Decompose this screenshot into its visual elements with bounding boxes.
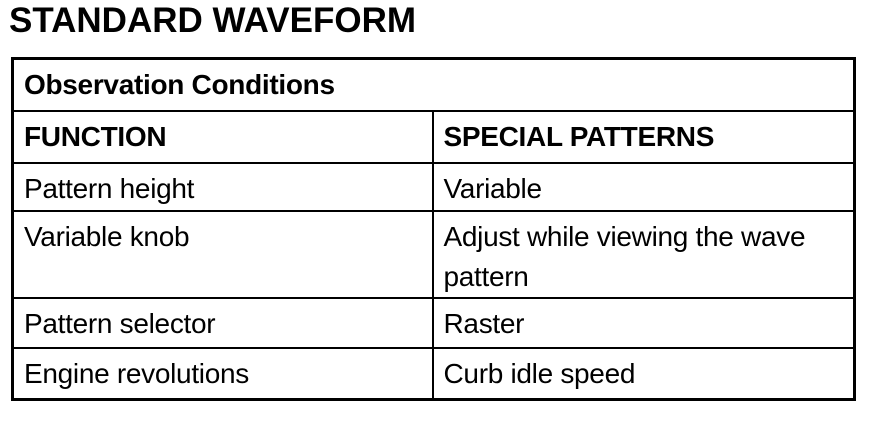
column-header-function: FUNCTION [11,109,434,164]
special-patterns-cell: Variable [431,161,856,212]
page-title: STANDARD WAVEFORM [9,1,417,40]
table-row: Pattern selector Raster [11,296,856,349]
function-cell: Pattern height [11,161,434,212]
table-header-row: FUNCTION SPECIAL PATTERNS [11,109,856,164]
table-row: Variable knob Adjust while viewing the w… [11,209,856,299]
table-row: Pattern height Variable [11,161,856,212]
special-patterns-cell: Curb idle speed [431,346,856,401]
special-patterns-cell: Raster [431,296,856,349]
special-patterns-cell: Adjust while viewing the wave pattern [431,209,856,299]
function-cell: Variable knob [11,209,434,299]
function-cell: Engine revolutions [11,346,434,401]
column-header-special-patterns: SPECIAL PATTERNS [431,109,856,164]
table-row: Engine revolutions Curb idle speed [11,346,856,401]
table-caption: Observation Conditions [11,57,856,112]
observation-conditions-table: Observation Conditions FUNCTION SPECIAL … [11,57,856,401]
function-cell: Pattern selector [11,296,434,349]
table-caption-row: Observation Conditions [11,57,856,112]
